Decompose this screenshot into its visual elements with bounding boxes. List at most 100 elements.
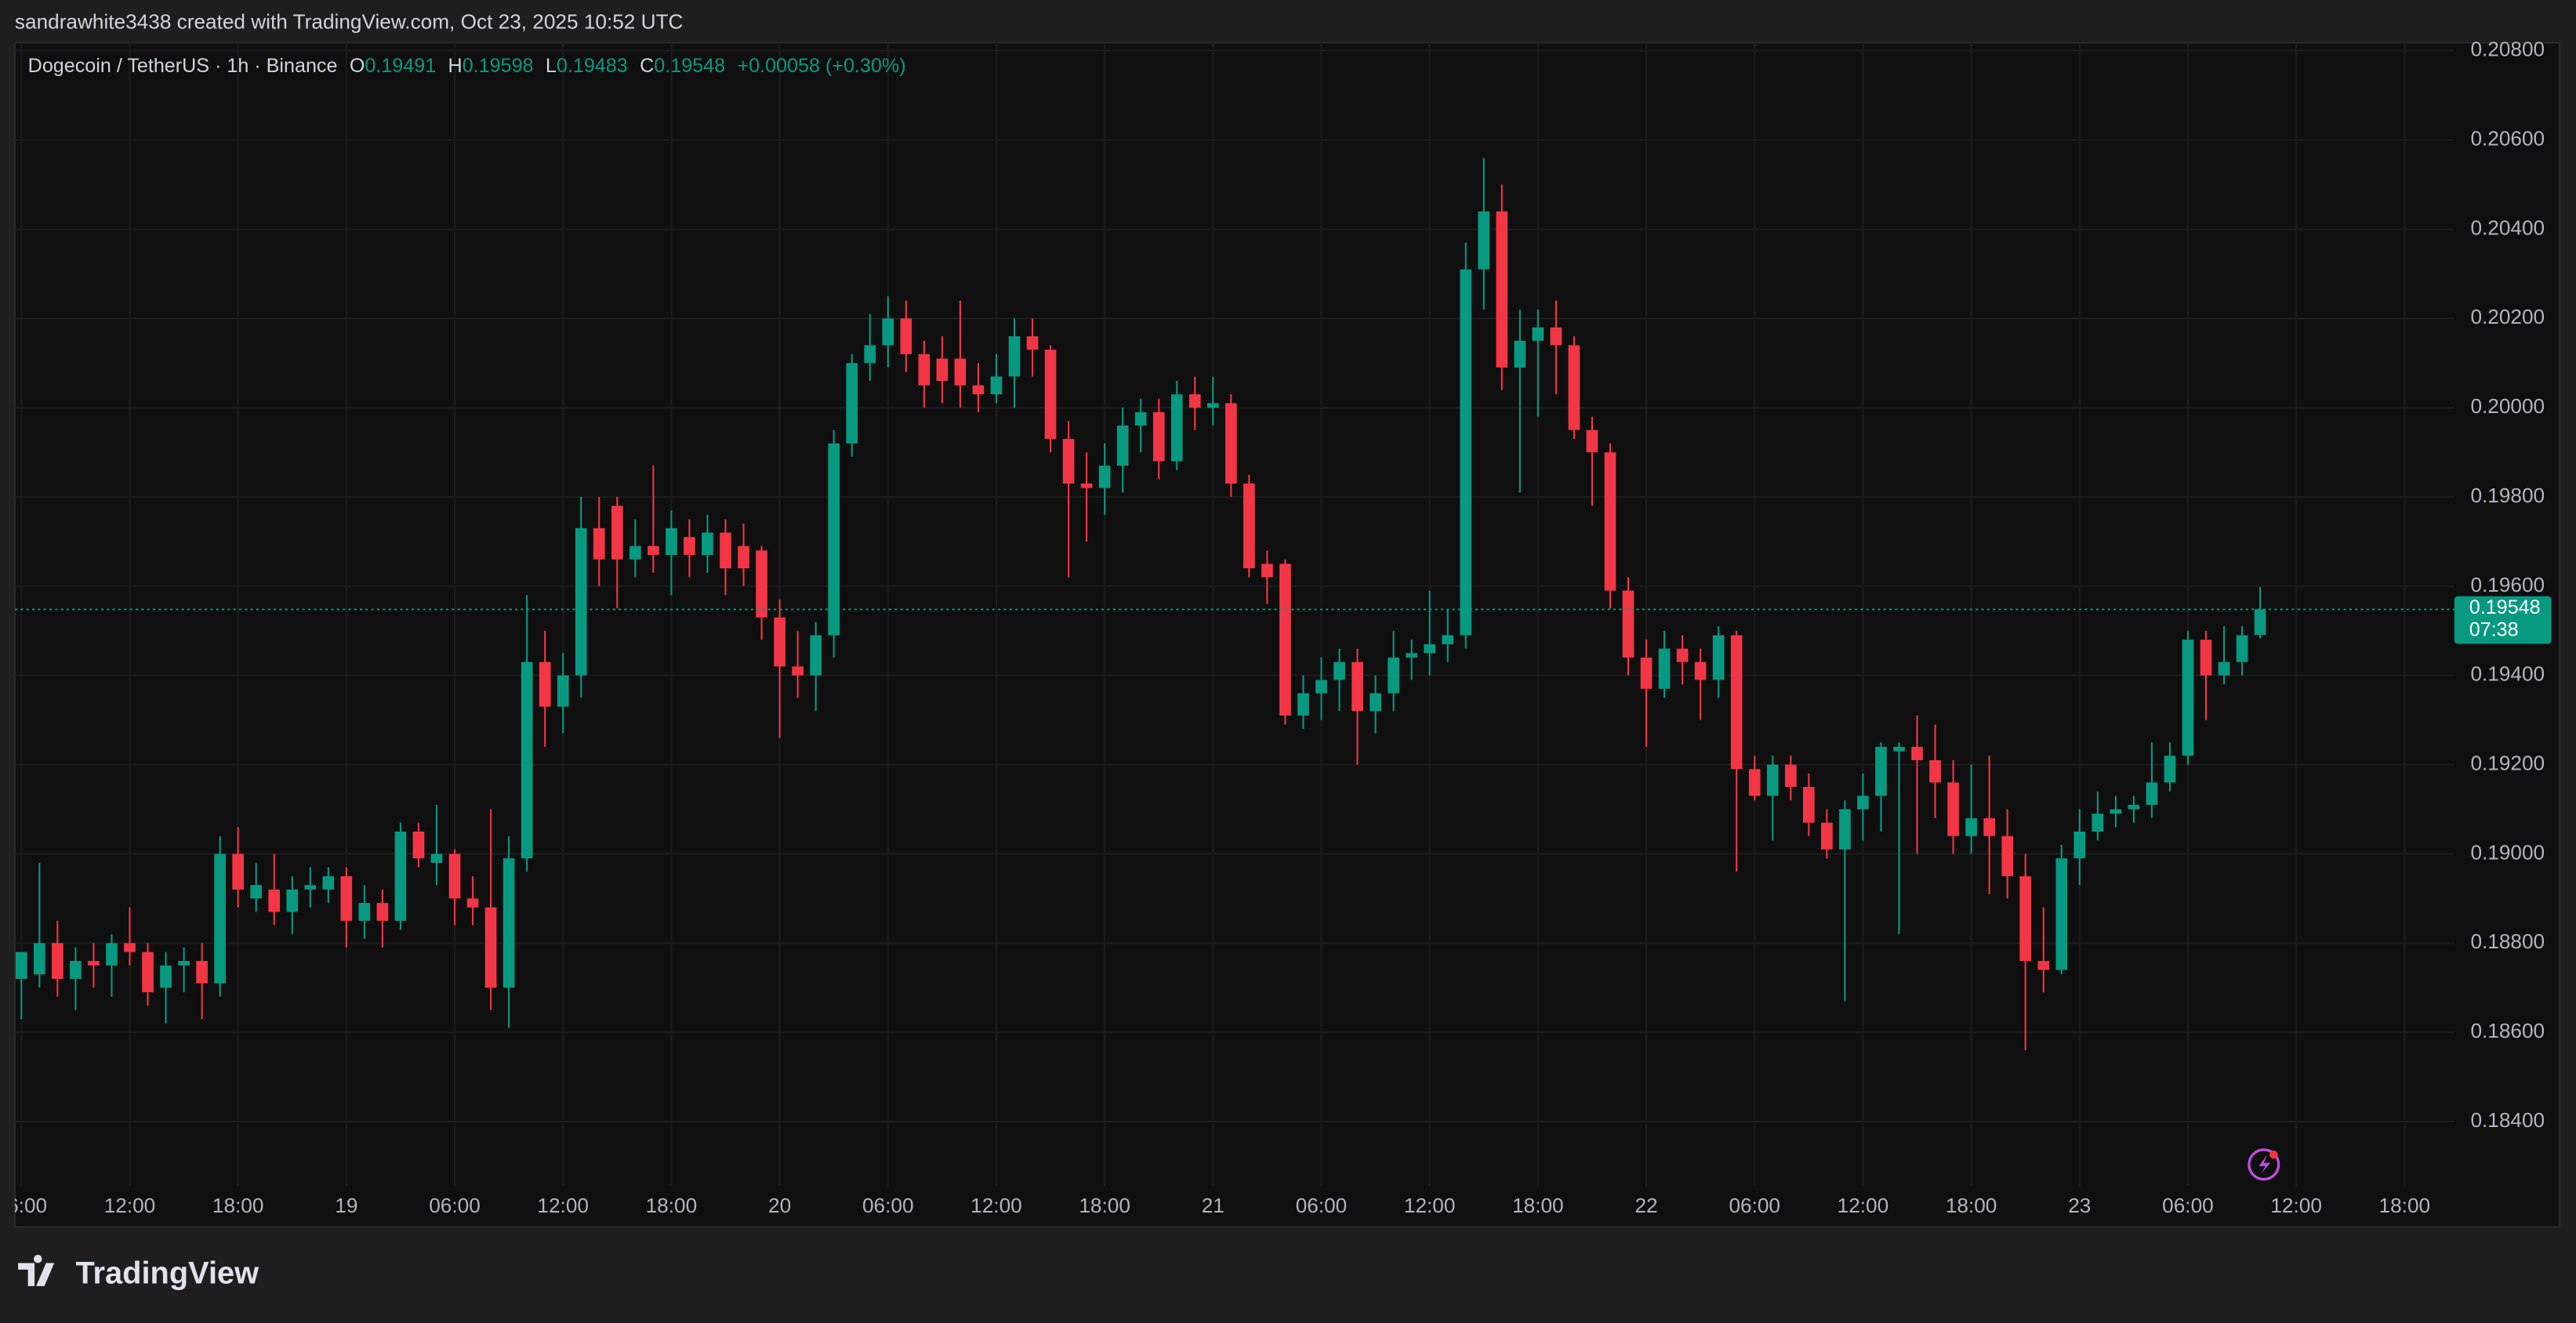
x-tick-label: 18:00 xyxy=(1946,1194,1997,1217)
x-tick-label: 12:00 xyxy=(971,1194,1022,1217)
candle-body xyxy=(376,903,389,921)
y-tick-label: 0.20800 xyxy=(2470,38,2545,61)
candle-body xyxy=(936,358,949,382)
candle-body xyxy=(1929,759,1941,783)
x-axis: 06:00 12:00 18:00 19 06:00 12:00 18:00 20 06:00 1… xyxy=(15,1194,2430,1217)
x-tick-label: 21 xyxy=(1202,1194,1225,1217)
candle-body xyxy=(774,617,785,667)
candle-body xyxy=(1784,764,1797,788)
candle-body xyxy=(2200,640,2212,676)
candle-body xyxy=(1297,693,1309,716)
candle-body xyxy=(214,854,226,984)
candle-body xyxy=(1857,796,1869,810)
candle-body xyxy=(666,527,677,556)
candle-body xyxy=(1676,648,1689,662)
candle-body xyxy=(15,951,27,979)
candle-body xyxy=(1044,350,1057,440)
candle-body xyxy=(1983,817,1995,836)
candle-body xyxy=(1206,403,1219,408)
candle-body xyxy=(1839,809,1851,850)
x-tick-label: 22 xyxy=(1634,1194,1657,1217)
y-tick-label: 0.18600 xyxy=(2470,1019,2545,1042)
ohlc-label: H xyxy=(448,55,463,77)
y-tick-label: 0.18800 xyxy=(2470,930,2545,953)
candle-body xyxy=(1947,782,1959,836)
candle-body xyxy=(1514,340,1526,368)
footer-logo: TradingView xyxy=(18,1255,259,1291)
candle-body xyxy=(720,532,731,569)
ohlc-label: L xyxy=(546,55,557,77)
y-tick-label: 0.19200 xyxy=(2470,752,2545,775)
candle-body xyxy=(1893,746,1905,752)
candle-body xyxy=(846,363,858,444)
x-tick-label: 23 xyxy=(2068,1194,2091,1217)
alert-dot xyxy=(2269,1150,2278,1159)
candle-body xyxy=(684,537,695,556)
candle-body xyxy=(1116,425,1129,466)
x-tick-label: 12:00 xyxy=(104,1194,156,1217)
candle-body xyxy=(828,443,840,636)
candle-body xyxy=(972,385,985,395)
candle-body xyxy=(52,943,63,979)
candle-body xyxy=(142,951,154,992)
candle-body xyxy=(611,506,623,560)
candle-body xyxy=(1712,635,1725,680)
candle-body xyxy=(648,546,659,556)
attribution: sandrawhite3438 created with TradingView… xyxy=(15,9,684,33)
candle-body xyxy=(33,943,45,975)
candle-body xyxy=(1388,657,1399,694)
candle-body xyxy=(2128,804,2140,810)
candle-body xyxy=(2110,809,2122,814)
candles xyxy=(14,158,2454,1050)
x-tick-label: 20 xyxy=(768,1194,791,1217)
candle-body xyxy=(1586,430,1598,453)
candle-body xyxy=(1008,336,1021,377)
candle-body xyxy=(575,527,587,676)
candle-body xyxy=(1875,746,1887,796)
candle-body xyxy=(2218,662,2230,676)
candle-body xyxy=(1442,635,1454,644)
logo-text: TradingView xyxy=(75,1256,259,1291)
last-price-label: 0.19548 xyxy=(2469,596,2541,618)
candle-body xyxy=(484,907,497,988)
candle-body xyxy=(864,345,876,364)
candle-body xyxy=(322,875,335,890)
y-tick-label: 0.19000 xyxy=(2470,840,2545,864)
x-tick-label: 12:00 xyxy=(537,1194,589,1217)
candle-body xyxy=(1821,822,1833,850)
candle-body xyxy=(557,675,569,707)
candle-body xyxy=(1062,439,1075,484)
candle-body xyxy=(1478,211,1490,270)
candle-body xyxy=(1026,336,1039,350)
y-tick-label: 0.19400 xyxy=(2470,662,2545,686)
ohlc-label: O xyxy=(350,55,365,77)
x-tick-label: 06:00 xyxy=(1729,1194,1780,1217)
candle-body xyxy=(2019,875,2032,962)
candle-body xyxy=(250,885,263,899)
alert-icon[interactable] xyxy=(2248,1148,2280,1181)
last-price-box xyxy=(2454,596,2552,644)
ohlc-label: C xyxy=(640,55,654,77)
candle-body xyxy=(1622,590,1634,658)
alert-bolt xyxy=(2259,1154,2271,1175)
candle-body xyxy=(268,890,281,912)
candle-body xyxy=(1333,662,1345,680)
x-tick-label: 06:00 xyxy=(429,1194,481,1217)
x-tick-label: 18:00 xyxy=(212,1194,264,1217)
candle-body xyxy=(1550,327,1562,346)
candle-body xyxy=(2001,835,2013,876)
y-tick-label: 0.20000 xyxy=(2470,394,2545,418)
candle-body xyxy=(1370,693,1381,712)
candle-body xyxy=(2236,635,2248,662)
high-value: 0.19598 xyxy=(463,55,534,77)
logo-icon xyxy=(18,1255,55,1286)
y-tick-label: 0.20200 xyxy=(2470,305,2545,328)
x-tick-label: 12:00 xyxy=(2270,1194,2322,1217)
y-tick-label: 0.20400 xyxy=(2470,216,2545,239)
candle-body xyxy=(1080,483,1093,488)
candle-body xyxy=(1460,269,1472,636)
candle-body xyxy=(954,358,967,386)
candle-body xyxy=(2073,831,2086,859)
candle-body xyxy=(900,318,912,354)
